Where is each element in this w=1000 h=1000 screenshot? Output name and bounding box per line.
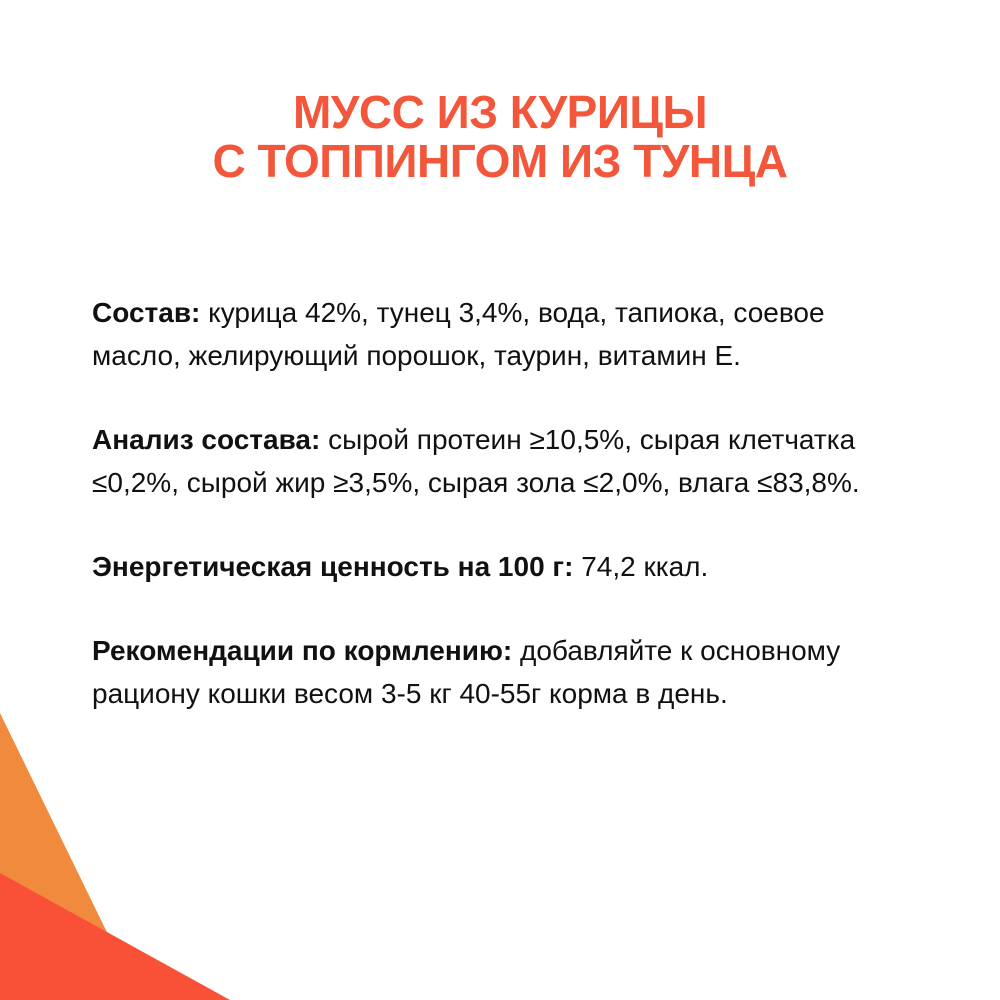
section-energy-value: Энергетическая ценность на 100 г: 74,2 к… <box>92 545 952 588</box>
section-composition-text-line-1: курица 42%, тунец 3,4%, вода, тапиока, с… <box>208 297 825 328</box>
section-energy-value-text: 74,2 ккал. <box>581 551 709 582</box>
section-energy-value-label: Энергетическая ценность на 100 г: <box>92 551 574 582</box>
section-analysis-text-line-2: ≤0,2%, сырой жир ≥3,5%, сырая зола ≤2,0%… <box>92 467 860 498</box>
section-composition: Состав: курица 42%, тунец 3,4%, вода, та… <box>92 291 952 377</box>
section-feeding-recommendations-text-line-1: добавляйте к основному <box>520 635 841 666</box>
section-feeding-recommendations: Рекомендации по кормлению: добавляйте к … <box>92 629 952 715</box>
section-feeding-recommendations-text-line-2: рациону кошки весом 3-5 кг 40-55г корма … <box>92 678 728 709</box>
section-feeding-recommendations-label: Рекомендации по кормлению: <box>92 635 513 666</box>
section-analysis-label: Анализ состава: <box>92 424 321 455</box>
section-composition-label: Состав: <box>92 297 201 328</box>
page-title: МУСС ИЗ КУРИЦЫ С ТОППИНГОМ ИЗ ТУНЦА <box>0 88 1000 186</box>
page-title-line-2: С ТОППИНГОМ ИЗ ТУНЦА <box>212 135 788 187</box>
corner-decoration <box>0 713 230 1000</box>
product-details: Состав: курица 42%, тунец 3,4%, вода, та… <box>92 291 952 756</box>
section-composition-text-line-2: масло, желирующий порошок, таурин, витам… <box>92 340 741 371</box>
red-triangle-shape <box>0 873 230 1000</box>
page-title-line-1: МУСС ИЗ КУРИЦЫ <box>292 86 708 138</box>
section-analysis-text-line-1: сырой протеин ≥10,5%, сырая клетчатка <box>328 424 856 455</box>
section-analysis: Анализ состава: сырой протеин ≥10,5%, сы… <box>92 418 952 504</box>
